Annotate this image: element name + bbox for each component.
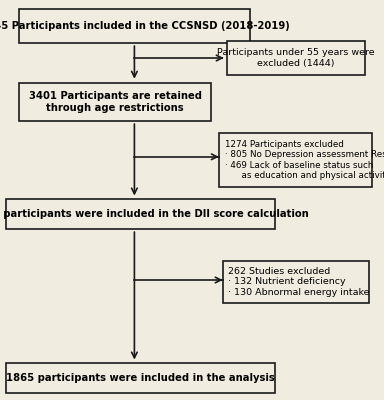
Text: 1274 Participants excluded
· 805 No Depression assessment Results
· 469 Lack of : 1274 Participants excluded · 805 No Depr… (225, 140, 384, 180)
FancyBboxPatch shape (6, 199, 275, 229)
FancyBboxPatch shape (223, 261, 369, 303)
Text: 1865 participants were included in the analysis: 1865 participants were included in the a… (6, 373, 275, 383)
FancyBboxPatch shape (19, 9, 250, 43)
FancyBboxPatch shape (19, 83, 211, 121)
FancyBboxPatch shape (6, 363, 275, 393)
FancyBboxPatch shape (227, 41, 365, 75)
Text: Participants under 55 years were
excluded (1444): Participants under 55 years were exclude… (217, 48, 374, 68)
Text: 2127 participants were included in the DII score calculation: 2127 participants were included in the D… (0, 209, 308, 219)
Text: 3401 Participants are retained
through age restrictions: 3401 Participants are retained through a… (29, 91, 202, 113)
FancyBboxPatch shape (219, 133, 372, 187)
Text: 262 Studies excluded
· 132 Nutrient deficiency
· 130 Abnormal energy intake: 262 Studies excluded · 132 Nutrient defi… (228, 267, 370, 297)
Text: 4845 Participants included in the CCSNSD (2018-2019): 4845 Participants included in the CCSNSD… (0, 21, 289, 31)
